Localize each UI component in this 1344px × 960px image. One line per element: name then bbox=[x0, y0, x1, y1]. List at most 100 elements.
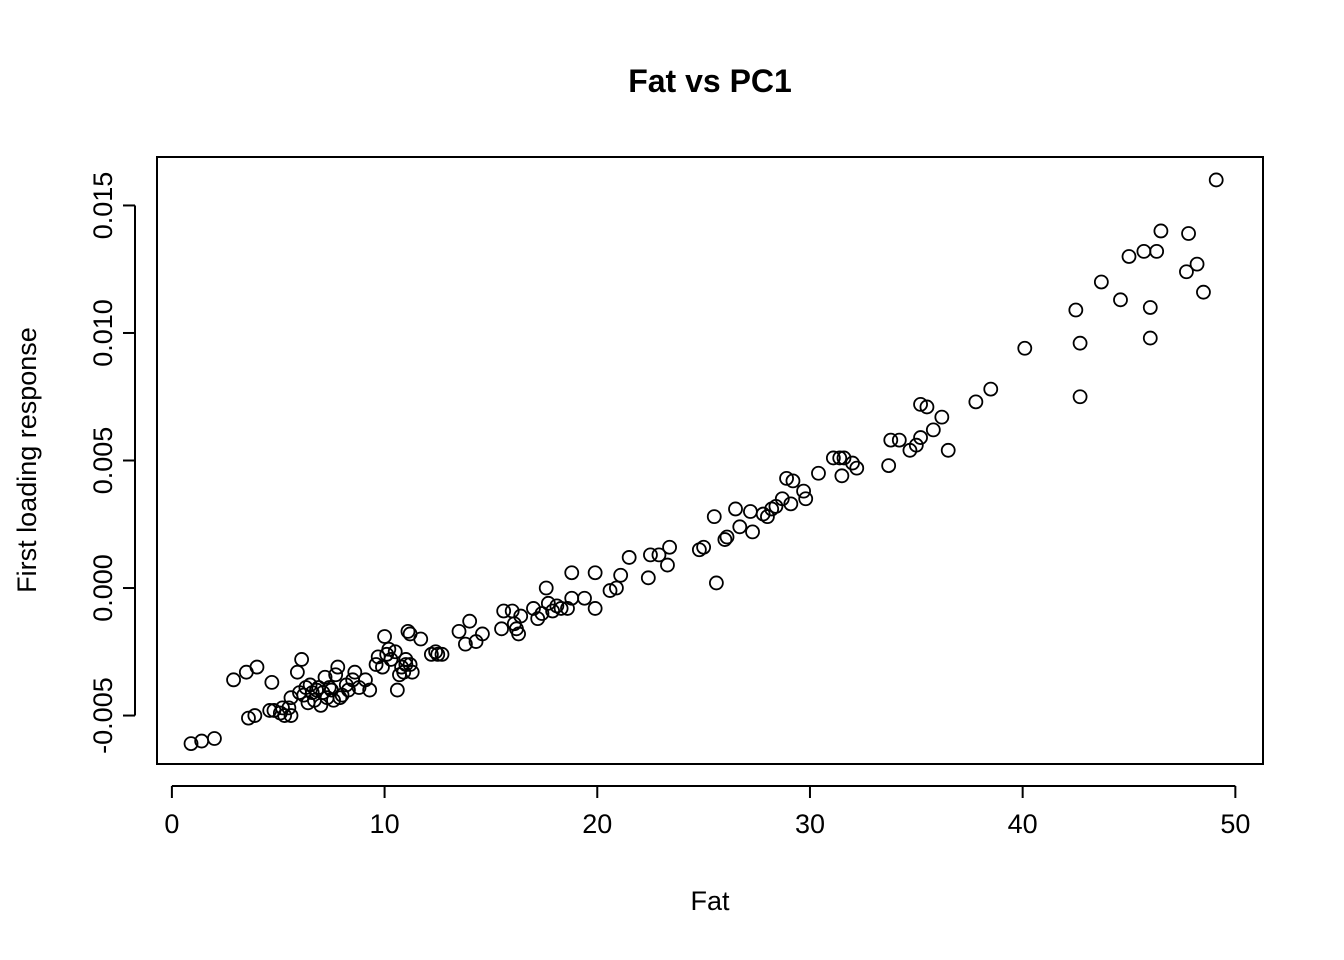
x-tick-label: 20 bbox=[582, 809, 612, 839]
data-point bbox=[328, 667, 344, 683]
data-point bbox=[511, 626, 526, 642]
y-axis-label: First loading response bbox=[12, 327, 42, 593]
data-point bbox=[1153, 223, 1169, 239]
data-point bbox=[275, 700, 290, 716]
data-point bbox=[1142, 330, 1158, 346]
data-point bbox=[1189, 256, 1205, 272]
data-point bbox=[708, 575, 724, 591]
data-point bbox=[1142, 300, 1158, 315]
data-point bbox=[919, 399, 935, 415]
data-point bbox=[347, 664, 363, 680]
data-point bbox=[719, 529, 735, 545]
x-axis: 0 10 20 30 40 50 bbox=[164, 785, 1250, 839]
data-point bbox=[530, 611, 546, 627]
data-point bbox=[462, 613, 478, 629]
data-point bbox=[925, 422, 941, 438]
x-tick-label: 30 bbox=[795, 809, 825, 839]
data-point bbox=[811, 465, 826, 481]
data-point bbox=[375, 659, 390, 675]
data-point bbox=[1136, 243, 1152, 259]
data-point bbox=[545, 603, 561, 619]
data-point bbox=[383, 652, 399, 667]
data-point bbox=[774, 491, 790, 507]
y-tick-label: -0.005 bbox=[88, 677, 118, 754]
data-point bbox=[428, 644, 444, 660]
data-point bbox=[183, 736, 199, 751]
data-point bbox=[908, 437, 924, 453]
data-point bbox=[717, 532, 733, 547]
data-point bbox=[451, 623, 467, 639]
data-point bbox=[745, 524, 760, 540]
data-point bbox=[883, 432, 899, 448]
data-point bbox=[1072, 335, 1088, 351]
data-point bbox=[934, 409, 950, 425]
data-point bbox=[553, 601, 569, 616]
chart-title: Fat vs PC1 bbox=[628, 63, 792, 99]
data-point bbox=[398, 652, 414, 667]
data-point bbox=[783, 496, 799, 512]
data-point bbox=[660, 557, 675, 573]
data-point bbox=[760, 509, 775, 525]
data-point bbox=[1196, 284, 1211, 300]
y-tick-label: 0.015 bbox=[88, 172, 118, 240]
data-point bbox=[1149, 243, 1165, 259]
data-point bbox=[1068, 302, 1084, 318]
data-point bbox=[836, 450, 852, 466]
data-point bbox=[587, 601, 603, 616]
data-point bbox=[728, 501, 743, 517]
data-point bbox=[283, 708, 299, 723]
data-point bbox=[587, 565, 603, 581]
data-point bbox=[402, 657, 418, 672]
data-point bbox=[368, 657, 384, 672]
data-point bbox=[968, 394, 984, 410]
data-point bbox=[564, 565, 580, 581]
data-point bbox=[430, 646, 446, 662]
data-point bbox=[1121, 249, 1137, 264]
data-point bbox=[458, 636, 473, 652]
data-point bbox=[332, 690, 348, 706]
data-point bbox=[651, 547, 667, 563]
data-point bbox=[732, 519, 748, 535]
y-tick-label: 0.005 bbox=[88, 427, 118, 495]
data-points bbox=[183, 172, 1224, 751]
data-point bbox=[1179, 264, 1194, 280]
data-point bbox=[913, 430, 928, 445]
data-point bbox=[326, 692, 341, 708]
data-point bbox=[609, 580, 624, 596]
x-tick-label: 40 bbox=[1008, 809, 1038, 839]
data-point bbox=[277, 708, 293, 723]
data-point bbox=[662, 539, 677, 555]
data-point bbox=[706, 509, 722, 525]
data-point bbox=[832, 450, 848, 466]
data-point bbox=[294, 652, 310, 667]
data-point bbox=[330, 659, 346, 675]
y-axis: -0.005 0.000 0.005 0.010 0.015 bbox=[88, 172, 136, 754]
data-point bbox=[643, 547, 658, 563]
data-point bbox=[613, 567, 629, 583]
data-point bbox=[940, 442, 956, 458]
data-point bbox=[264, 674, 280, 690]
data-point bbox=[696, 539, 712, 555]
data-point bbox=[602, 583, 618, 598]
data-point bbox=[796, 483, 811, 499]
data-point bbox=[640, 570, 656, 586]
x-tick-label: 50 bbox=[1220, 809, 1250, 839]
data-point bbox=[207, 731, 222, 746]
data-point bbox=[540, 595, 556, 611]
data-point bbox=[1072, 389, 1088, 405]
data-point bbox=[621, 550, 637, 565]
data-point bbox=[1113, 292, 1128, 308]
data-point bbox=[400, 623, 416, 639]
data-point bbox=[913, 396, 928, 412]
data-point bbox=[881, 458, 897, 474]
data-point bbox=[785, 473, 801, 489]
data-point bbox=[494, 621, 509, 637]
data-point bbox=[321, 680, 337, 695]
data-point bbox=[825, 450, 841, 466]
data-point bbox=[289, 664, 305, 680]
data-point bbox=[743, 504, 758, 519]
data-point bbox=[983, 381, 999, 397]
data-point bbox=[496, 603, 512, 619]
x-tick-label: 10 bbox=[370, 809, 400, 839]
